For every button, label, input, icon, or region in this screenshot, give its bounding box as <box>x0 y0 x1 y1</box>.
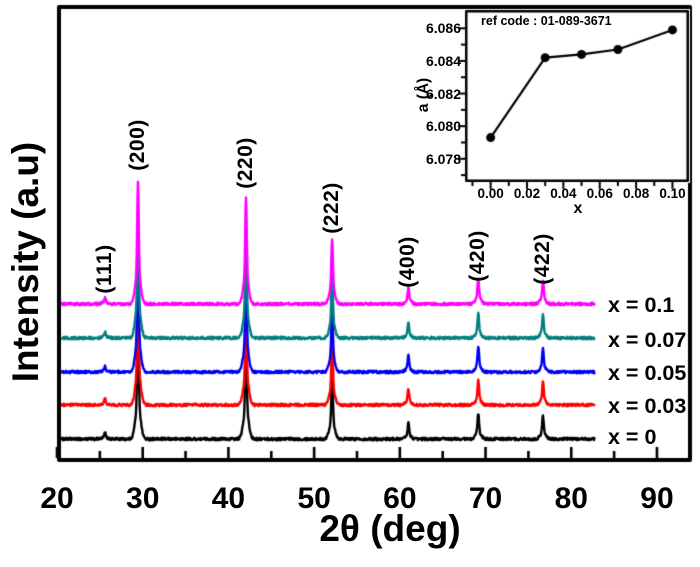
x-tick-label: 20 <box>40 482 74 515</box>
peak-label: (400) <box>396 236 420 288</box>
inset-y-tick-label: 6.084 <box>425 52 461 69</box>
inset-x-axis-title: x <box>573 200 583 217</box>
series-label: x = 0.05 <box>608 361 687 385</box>
inset-x-tick-label: 0.04 <box>550 186 577 201</box>
inset-x-tick-label: 0.06 <box>586 186 613 201</box>
inset-annotation: ref code : 01-089-3671 <box>481 14 612 28</box>
peak-label: (420) <box>466 230 490 282</box>
x-tick-label: 90 <box>640 482 674 515</box>
inset-x-tick-label: 0.08 <box>622 186 650 201</box>
x-tick-label: 70 <box>468 482 503 515</box>
inset-x-tick-label: 0.02 <box>513 186 541 201</box>
peak-label: (222) <box>320 182 344 234</box>
x-tick-label: 60 <box>383 482 417 515</box>
series-label: x = 0.07 <box>608 328 687 352</box>
inset-x-tick-label: 0.00 <box>477 186 504 201</box>
x-tick-label: 40 <box>211 482 246 515</box>
series-label: x = 0.1 <box>608 293 675 317</box>
inset-y-tick-label: 6.086 <box>425 20 461 37</box>
inset-y-tick-label: 6.078 <box>425 150 461 167</box>
y-axis-title: Intensity (a.u) <box>5 141 46 383</box>
inset-y-tick-label: 6.082 <box>425 85 461 102</box>
series-label: x = 0 <box>608 425 657 449</box>
peak-label: (200) <box>125 119 149 171</box>
series-label: x = 0.03 <box>608 394 687 418</box>
inset-x-tick-label: 0.10 <box>659 186 686 201</box>
x-tick-label: 80 <box>554 482 588 515</box>
peak-label: (111) <box>92 244 116 294</box>
peak-label: (422) <box>530 233 554 285</box>
x-tick-label: 50 <box>297 482 331 515</box>
inset-y-tick-label: 6.080 <box>425 118 461 135</box>
peak-label: (220) <box>233 137 257 189</box>
x-tick-label: 30 <box>126 482 160 515</box>
x-axis-title: 2θ (deg) <box>319 508 461 549</box>
